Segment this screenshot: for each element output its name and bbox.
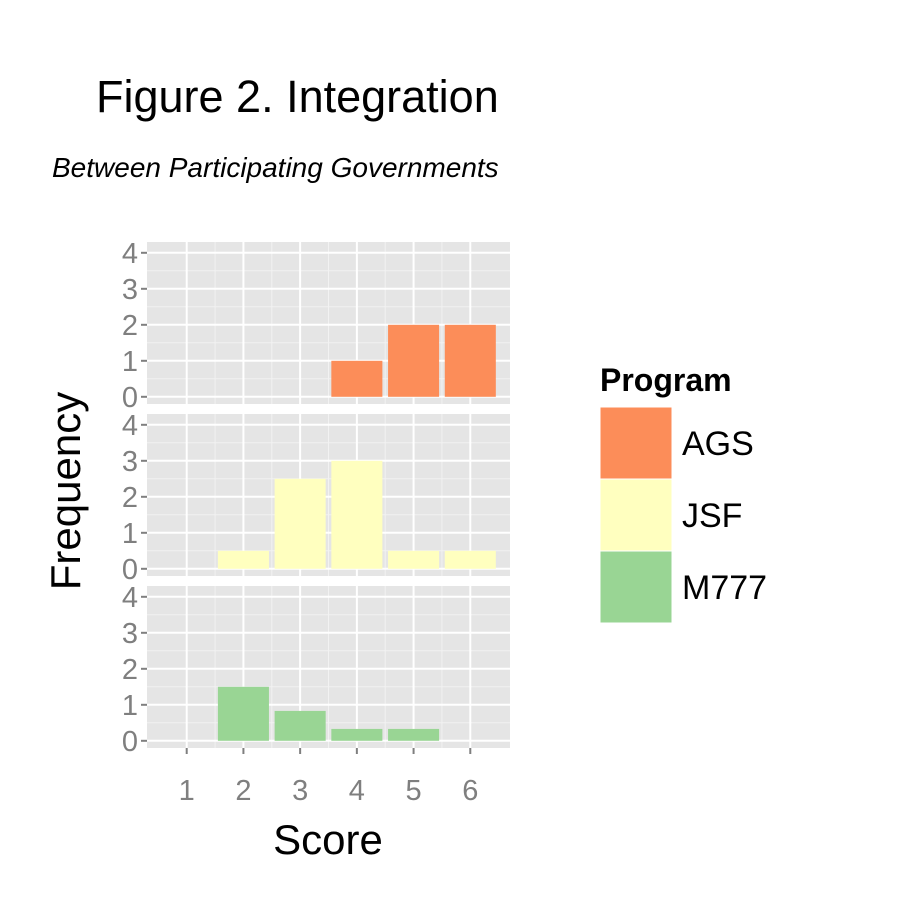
legend-key-ags bbox=[599, 406, 673, 480]
y-tick-label: 3 bbox=[122, 274, 138, 306]
bar-jsf-4 bbox=[331, 460, 383, 569]
y-tick-label: 0 bbox=[122, 726, 138, 758]
legend-label-m777: M777 bbox=[682, 569, 767, 607]
legend-key-m777 bbox=[599, 550, 673, 624]
x-tick-label: 5 bbox=[406, 775, 422, 807]
chart-subtitle: Between Participating Governments bbox=[52, 152, 499, 183]
facet-panel-ags: 0 1 2 3 4 bbox=[122, 238, 510, 414]
y-tick-label: 1 bbox=[122, 518, 138, 550]
x-axis-ticks: 1 2 3 4 5 6 bbox=[179, 748, 478, 807]
bar-ags-4 bbox=[331, 360, 383, 397]
chart-title: Figure 2. Integration bbox=[96, 71, 499, 122]
y-tick-label: 2 bbox=[122, 310, 138, 342]
bar-jsf-3 bbox=[274, 478, 326, 569]
bar-m777-4 bbox=[331, 728, 383, 741]
legend-title: Program bbox=[600, 362, 732, 398]
y-tick-label: 4 bbox=[122, 582, 138, 614]
y-tick-label: 4 bbox=[122, 238, 138, 270]
bar-ags-6 bbox=[444, 324, 496, 397]
y-axis-title: Frequency bbox=[42, 392, 89, 590]
bar-m777-2 bbox=[217, 686, 269, 741]
bar-ags-5 bbox=[388, 324, 440, 397]
y-tick-label: 3 bbox=[122, 446, 138, 478]
legend-items: AGS JSF M777 bbox=[599, 406, 767, 624]
y-tick-label: 2 bbox=[122, 654, 138, 686]
legend-key-jsf bbox=[599, 478, 673, 552]
facet-panel-m777: 0 1 2 3 4 bbox=[122, 582, 510, 758]
x-tick-label: 6 bbox=[462, 775, 478, 807]
x-tick-label: 4 bbox=[349, 775, 365, 807]
facet-panel-jsf: 0 1 2 3 4 bbox=[122, 410, 510, 586]
legend-label-jsf: JSF bbox=[682, 497, 742, 535]
x-axis-title: Score bbox=[273, 816, 383, 863]
bar-jsf-2 bbox=[217, 550, 269, 569]
y-tick-label: 0 bbox=[122, 382, 138, 414]
y-tick-label: 2 bbox=[122, 482, 138, 514]
x-tick-label: 2 bbox=[235, 775, 251, 807]
bar-m777-5 bbox=[388, 728, 440, 741]
bar-m777-3 bbox=[274, 710, 326, 741]
legend-label-ags: AGS bbox=[682, 425, 754, 463]
legend: Program AGS JSF M777 bbox=[599, 362, 767, 624]
y-tick-label: 0 bbox=[122, 554, 138, 586]
y-tick-label: 1 bbox=[122, 690, 138, 722]
y-tick-label: 1 bbox=[122, 346, 138, 378]
x-tick-label: 3 bbox=[292, 775, 308, 807]
bar-jsf-6 bbox=[444, 550, 496, 569]
bar-jsf-5 bbox=[388, 550, 440, 569]
y-tick-label: 4 bbox=[122, 410, 138, 442]
x-tick-label: 1 bbox=[179, 775, 195, 807]
y-tick-label: 3 bbox=[122, 618, 138, 650]
